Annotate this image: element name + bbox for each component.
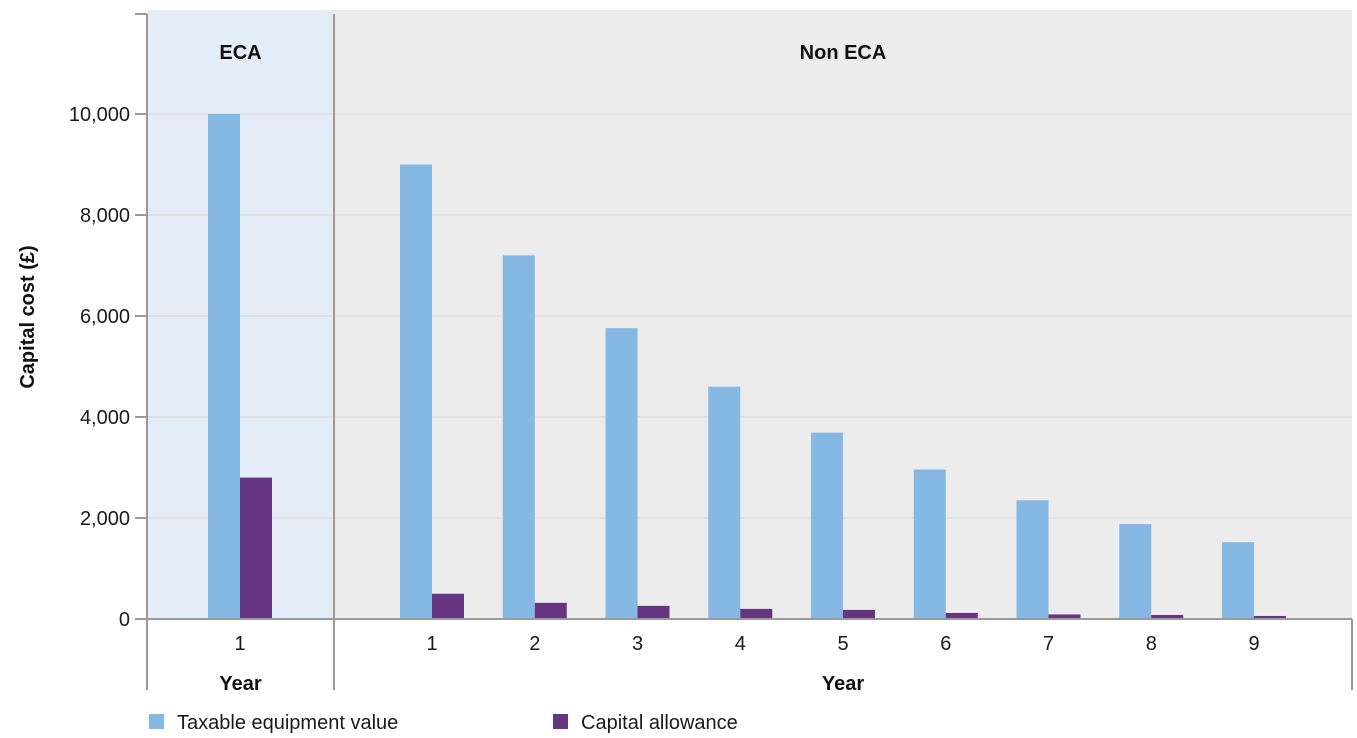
axes bbox=[135, 13, 1353, 690]
bar-non-eca-year-6-taxable-equipment-value bbox=[913, 469, 946, 619]
bar-non-eca-year-5-capital-allowance bbox=[843, 609, 875, 619]
bar-non-eca-year-3-capital-allowance bbox=[637, 605, 670, 619]
y-tick-label-6000: 6,000 bbox=[80, 306, 130, 328]
bar-non-eca-year-8-capital-allowance bbox=[1151, 614, 1184, 619]
legend-label-capital-allowance: Capital allowance bbox=[581, 712, 738, 734]
bar-non-eca-year-9-taxable-equipment-value bbox=[1222, 542, 1254, 619]
y-tick-labels: 0 2,000 4,000 6,000 8,000 10,000 bbox=[69, 104, 130, 631]
y-tick-label-10000: 10,000 bbox=[69, 104, 130, 126]
x-tick-label-non-eca-5: 5 bbox=[837, 633, 848, 655]
bar-non-eca-year-4-taxable-equipment-value bbox=[708, 386, 741, 619]
bar-eca-year-1-taxable-equipment-value bbox=[208, 114, 240, 619]
bar-eca-year-1-capital-allowance bbox=[240, 477, 272, 619]
bar-non-eca-year-9-capital-allowance bbox=[1254, 615, 1286, 619]
bar-non-eca-year-5-taxable-equipment-value bbox=[811, 432, 843, 619]
panel-label-eca: ECA bbox=[219, 42, 261, 64]
legend-swatch-capital-allowance bbox=[553, 714, 568, 729]
bar-non-eca-year-1-capital-allowance bbox=[432, 593, 464, 619]
bar-non-eca-year-8-taxable-equipment-value bbox=[1119, 524, 1152, 619]
x-tick-label-non-eca-7: 7 bbox=[1043, 633, 1054, 655]
x-tick-label-non-eca-1: 1 bbox=[426, 633, 437, 655]
bar-non-eca-year-2-capital-allowance bbox=[534, 602, 567, 619]
x-tick-label-non-eca-4: 4 bbox=[735, 633, 746, 655]
bar-non-eca-year-3-taxable-equipment-value bbox=[605, 328, 638, 619]
legend-swatch-taxable-equipment-value bbox=[149, 714, 164, 729]
x-tick-label-eca-1: 1 bbox=[234, 633, 245, 655]
legend: Taxable equipment value Capital allowanc… bbox=[149, 712, 738, 734]
bar-non-eca-year-7-capital-allowance bbox=[1048, 614, 1081, 619]
x-tick-label-non-eca-3: 3 bbox=[632, 633, 643, 655]
x-tick-labels: 1 1 2 3 4 5 6 7 8 9 bbox=[234, 633, 1259, 655]
bars bbox=[208, 114, 1286, 619]
x-tick-label-non-eca-8: 8 bbox=[1146, 633, 1157, 655]
bar-non-eca-year-1-taxable-equipment-value bbox=[400, 164, 432, 619]
bar-non-eca-year-4-capital-allowance bbox=[740, 608, 773, 619]
x-axis-title-eca: Year bbox=[219, 673, 261, 695]
y-tick-label-8000: 8,000 bbox=[80, 205, 130, 227]
legend-label-taxable-equipment-value: Taxable equipment value bbox=[177, 712, 398, 734]
x-axis-title-non-eca: Year bbox=[822, 673, 864, 695]
gridlines bbox=[147, 113, 1352, 519]
x-tick-label-non-eca-6: 6 bbox=[940, 633, 951, 655]
y-axis-title: Capital cost (£) bbox=[17, 245, 39, 388]
bar-non-eca-year-2-taxable-equipment-value bbox=[502, 255, 535, 619]
bar-non-eca-year-7-taxable-equipment-value bbox=[1016, 500, 1049, 619]
y-tick-label-4000: 4,000 bbox=[80, 407, 130, 429]
y-tick-label-0: 0 bbox=[119, 609, 130, 631]
bar-non-eca-year-6-capital-allowance bbox=[945, 612, 978, 619]
panel-label-non-eca: Non ECA bbox=[800, 42, 887, 64]
x-tick-label-non-eca-9: 9 bbox=[1248, 633, 1259, 655]
y-tick-label-2000: 2,000 bbox=[80, 508, 130, 530]
x-tick-label-non-eca-2: 2 bbox=[529, 633, 540, 655]
